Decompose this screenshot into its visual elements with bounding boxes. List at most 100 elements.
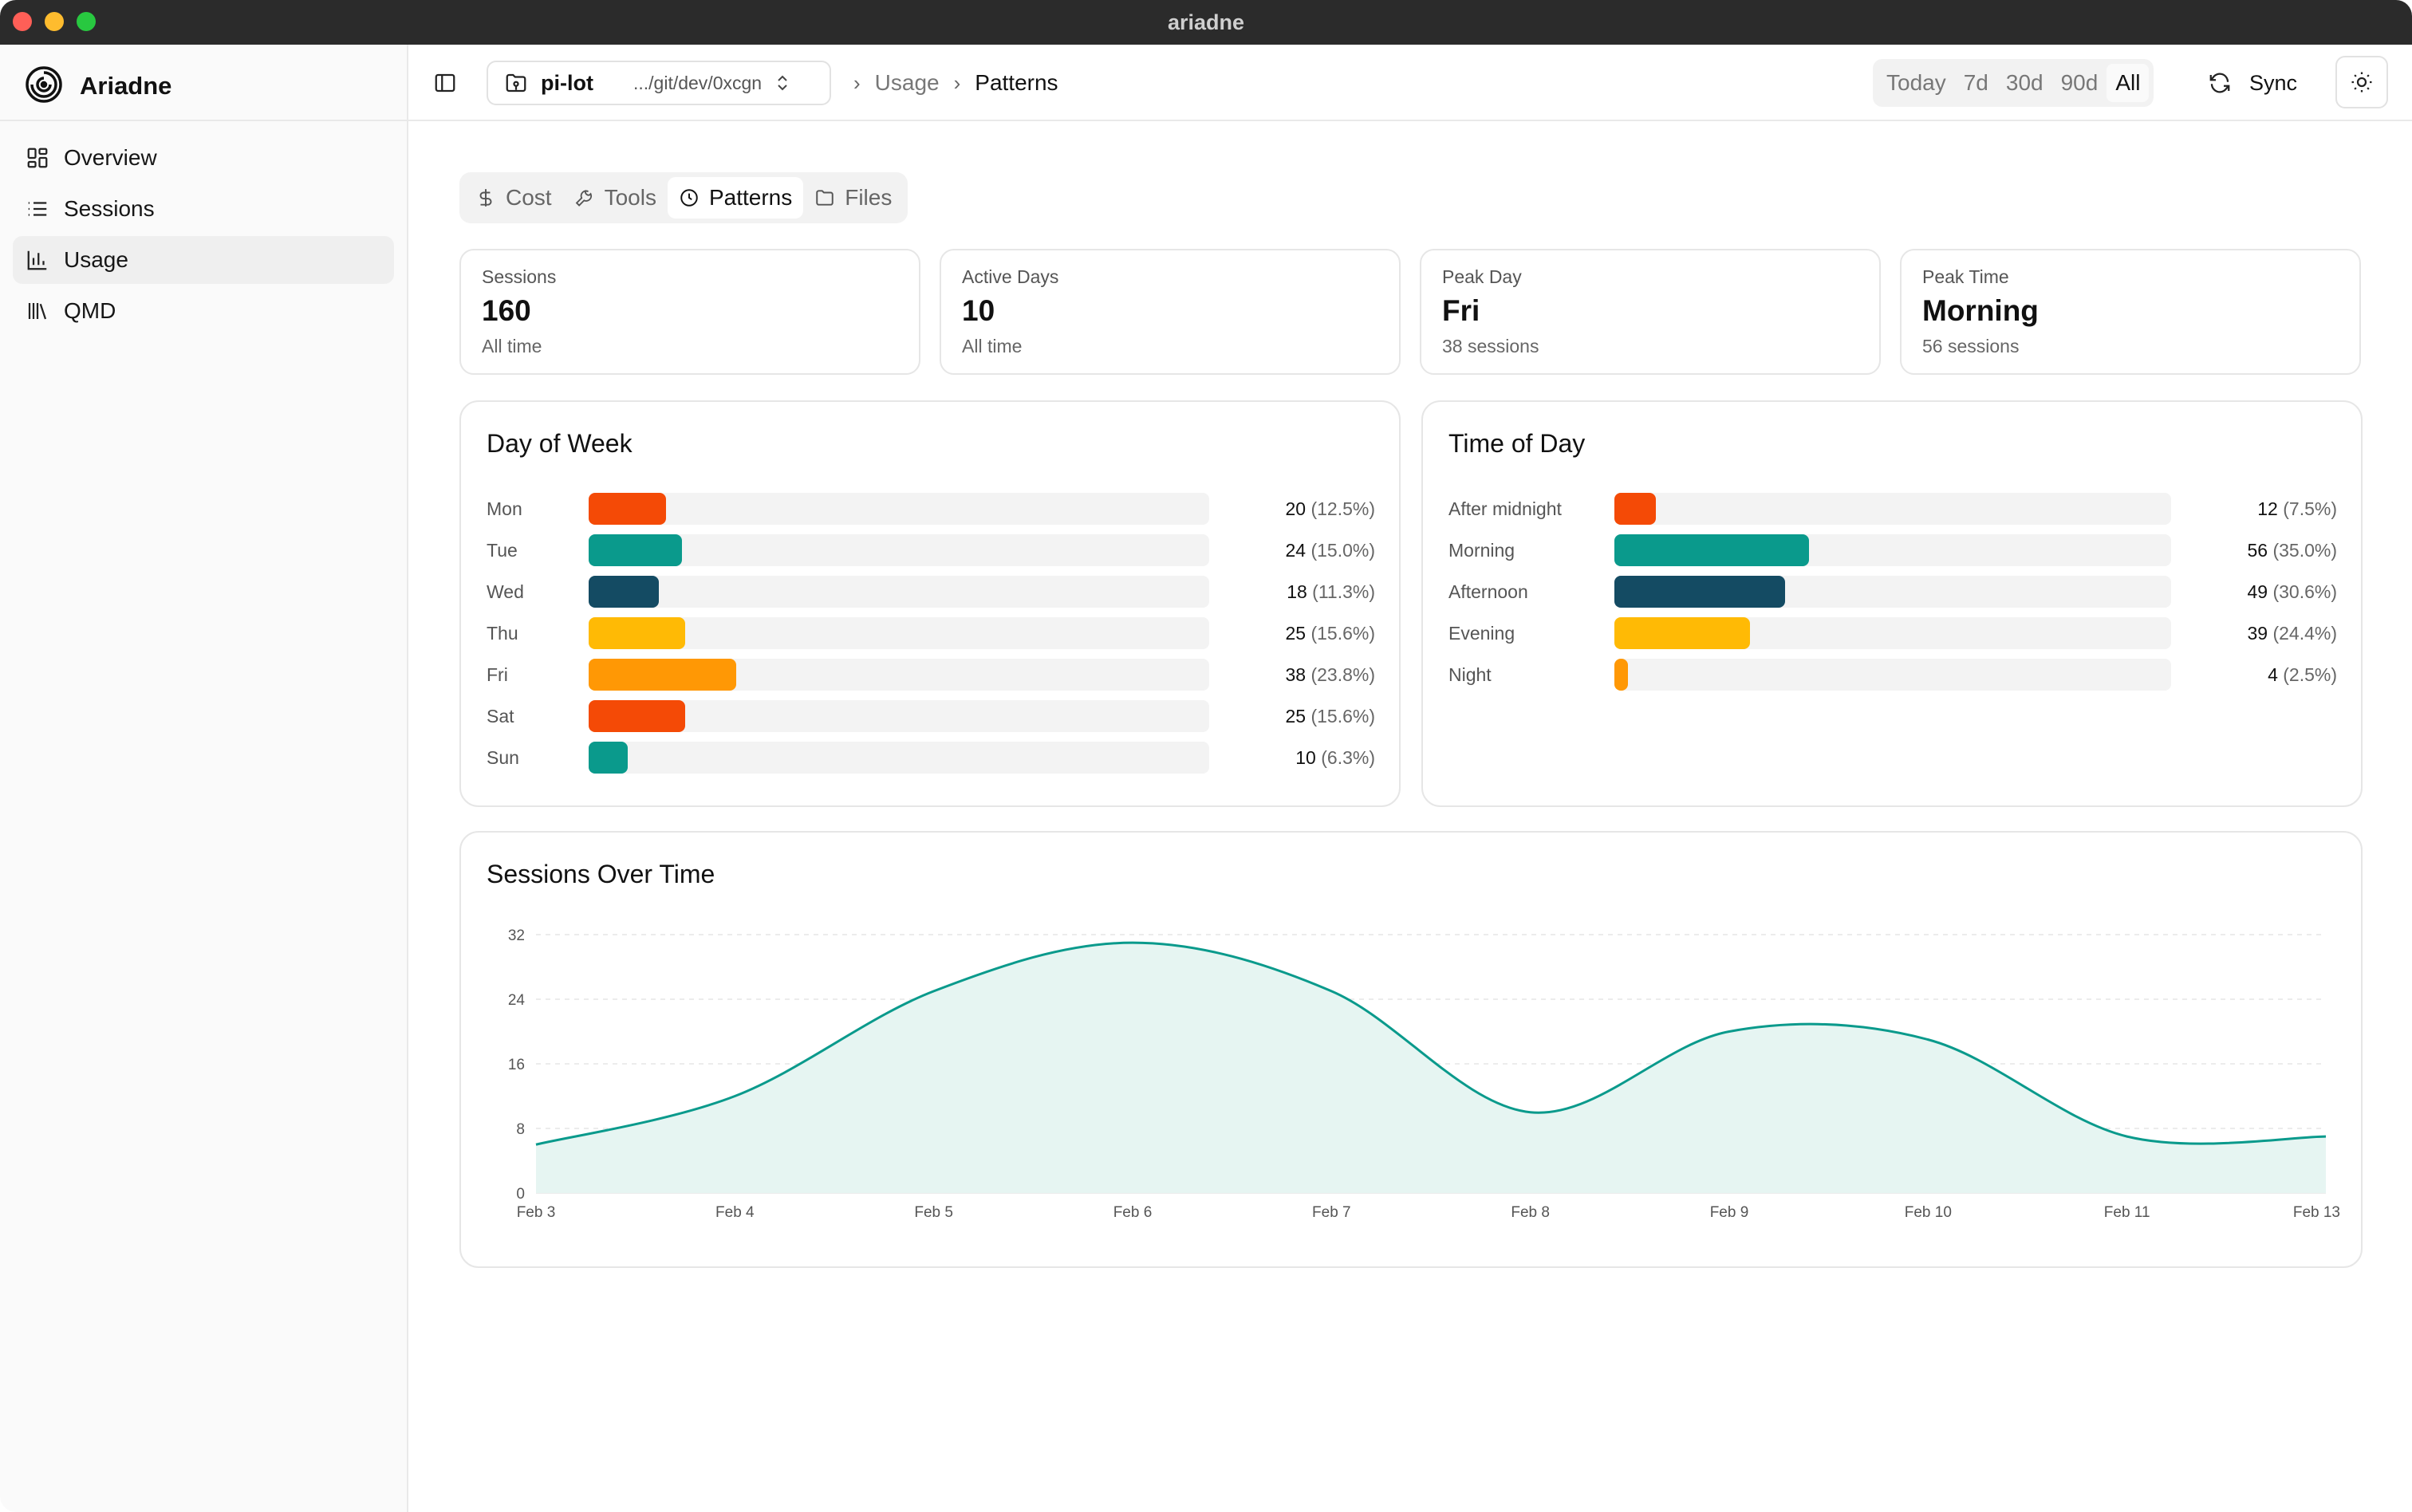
sidebar-item-label: Usage — [64, 247, 128, 272]
bar-label: Fri — [487, 664, 508, 685]
toggle-sidebar-button[interactable] — [429, 67, 461, 99]
bar-value: 12 (7.5%) — [2257, 493, 2337, 525]
range-today[interactable]: Today — [1886, 70, 1946, 95]
wrench-icon — [575, 190, 592, 207]
range-30d[interactable]: 30d — [2005, 70, 2044, 95]
stat-card-sessions: Sessions 160 All time — [459, 249, 920, 375]
sync-button[interactable]: Sync — [2208, 59, 2297, 107]
range-all[interactable]: All — [2107, 64, 2150, 102]
bar-label: Night — [1448, 664, 1492, 685]
project-path: .../git/dev/0xcgn — [633, 72, 763, 93]
breadcrumb: › Usage › Patterns — [839, 61, 1058, 105]
y-tick-label: 32 — [508, 927, 525, 944]
stat-value: 10 — [962, 294, 995, 327]
x-tick-label: Feb 4 — [715, 1204, 755, 1221]
bar-label: Mon — [487, 498, 522, 519]
bar-value: 25 (15.6%) — [1285, 700, 1375, 732]
y-tick-label: 8 — [516, 1121, 525, 1138]
stat-sub: All time — [482, 336, 542, 356]
bar-row: Wed 18 (11.3%) — [487, 576, 1375, 608]
window-title: ariadne — [1167, 10, 1245, 34]
area-fill — [536, 943, 2326, 1193]
bar-percent: (7.5%) — [2283, 498, 2337, 519]
bar-percent: (15.6%) — [1310, 706, 1375, 726]
bar-percent: (24.4%) — [2272, 623, 2337, 644]
bar-fill — [589, 576, 659, 608]
sidebar-nav: Overview Sessions Usage QMD — [13, 134, 394, 338]
brand[interactable]: Ariadne — [24, 62, 171, 110]
tab-label: Tools — [604, 185, 656, 210]
time-range-selector: Today 7d 30d 90d All — [1873, 59, 2154, 107]
range-7d[interactable]: 7d — [1963, 70, 1988, 95]
bar-percent: (11.3%) — [1312, 581, 1375, 602]
bar-track — [1614, 617, 2171, 649]
sidebar-item-sessions[interactable]: Sessions — [13, 185, 394, 233]
project-name: pi-lot — [541, 70, 593, 95]
stat-value: Morning — [1922, 294, 2039, 327]
grid-icon — [27, 148, 48, 168]
y-tick-label: 24 — [508, 992, 526, 1009]
tab-label: Files — [845, 185, 893, 210]
bar-label: After midnight — [1448, 498, 1562, 519]
main-content: Cost Tools Patterns Files Sessions 160 A… — [408, 121, 2412, 1512]
bar-percent: (6.3%) — [1321, 747, 1375, 768]
bar-fill — [589, 700, 686, 732]
sidebar-item-qmd[interactable]: QMD — [13, 287, 394, 335]
bar-row: Tue 24 (15.0%) — [487, 534, 1375, 566]
bar-fill — [589, 617, 686, 649]
card-title: Time of Day — [1448, 429, 1586, 458]
breadcrumb-usage[interactable]: Usage — [874, 70, 940, 95]
range-90d[interactable]: 90d — [2060, 70, 2099, 95]
stat-sub: 56 sessions — [1922, 336, 2020, 356]
sidebar-item-usage[interactable]: Usage — [13, 236, 394, 284]
sidebar-item-label: Overview — [64, 145, 157, 170]
bar-value: 38 (23.8%) — [1285, 659, 1375, 691]
maximize-window-button[interactable] — [77, 12, 96, 31]
chevron-right-icon: › — [853, 70, 861, 95]
sidebar-divider — [0, 120, 408, 121]
title-bar: ariadne — [0, 0, 2412, 45]
tab-cost[interactable]: Cost — [464, 177, 563, 219]
theme-toggle-button[interactable] — [2335, 56, 2388, 108]
bar-percent: (30.6%) — [2272, 581, 2337, 602]
tab-files[interactable]: Files — [803, 177, 903, 219]
bar-label: Thu — [487, 623, 518, 644]
bar-label: Afternoon — [1448, 581, 1528, 602]
sync-label: Sync — [2249, 70, 2298, 95]
sidebar-item-label: QMD — [64, 298, 116, 323]
bar-count: 20 — [1285, 498, 1311, 519]
bar-count: 39 — [2247, 623, 2273, 644]
stat-label: Sessions — [482, 266, 557, 287]
bar-count: 4 — [2268, 664, 2284, 685]
bar-count: 24 — [1285, 540, 1311, 561]
library-icon — [28, 303, 47, 320]
sessions-over-time-chart: 0 8 16 24 32 Feb 3 Feb 4 Feb 5 Feb 6 Feb 7 Feb 8 Fe… — [508, 927, 2340, 1221]
breadcrumb-patterns: Patterns — [975, 70, 1058, 95]
bar-count: 25 — [1285, 706, 1311, 726]
bar-row: Morning 56 (35.0%) — [1448, 534, 2337, 566]
refresh-icon — [2209, 73, 2230, 93]
bar-value: 4 (2.5%) — [2268, 659, 2337, 691]
tab-tools[interactable]: Tools — [563, 177, 668, 219]
bar-value: 49 (30.6%) — [2247, 576, 2337, 608]
x-tick-label: Feb 8 — [1511, 1204, 1550, 1221]
bar-chart-icon — [27, 250, 47, 270]
bar-value: 25 (15.6%) — [1285, 617, 1375, 649]
sidebar-item-overview[interactable]: Overview — [13, 134, 394, 182]
bar-fill — [1614, 617, 1751, 649]
minimize-window-button[interactable] — [45, 12, 64, 31]
bar-count: 49 — [2247, 581, 2273, 602]
tab-patterns[interactable]: Patterns — [667, 177, 804, 219]
bar-track — [589, 576, 1209, 608]
stat-label: Peak Day — [1442, 266, 1522, 287]
bar-fill — [589, 659, 737, 691]
bar-row: Sun 10 (6.3%) — [487, 742, 1375, 774]
bar-row: Sat 25 (15.6%) — [487, 700, 1375, 732]
bar-fill — [589, 493, 667, 525]
project-selector[interactable]: pi-lot .../git/dev/0xcgn — [487, 61, 831, 105]
bar-track — [1614, 659, 2171, 691]
bar-track — [589, 534, 1209, 566]
close-window-button[interactable] — [13, 12, 32, 31]
bar-label: Wed — [487, 581, 524, 602]
bar-fill — [1614, 534, 1810, 566]
